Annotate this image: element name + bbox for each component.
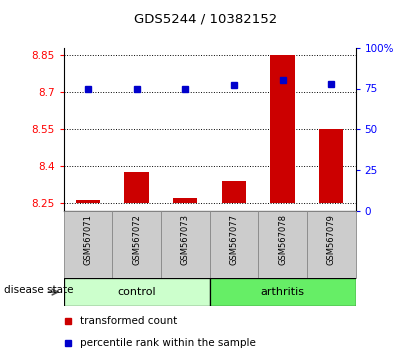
Bar [258,211,307,278]
Bar [319,129,343,203]
Text: arthritis: arthritis [261,287,305,297]
Text: percentile rank within the sample: percentile rank within the sample [80,338,256,348]
Text: disease state: disease state [4,285,74,295]
Bar [125,172,149,203]
Bar [173,198,197,203]
Bar [222,181,246,203]
Bar [161,211,210,278]
Text: GSM567073: GSM567073 [181,214,190,265]
Bar [307,211,356,278]
Bar [112,211,161,278]
Bar [64,278,210,306]
Text: GDS5244 / 10382152: GDS5244 / 10382152 [134,13,277,26]
Text: GSM567072: GSM567072 [132,214,141,265]
Text: GSM567071: GSM567071 [83,214,92,265]
Bar [76,200,100,203]
Bar [64,211,112,278]
Text: GSM567078: GSM567078 [278,214,287,265]
Text: GSM567077: GSM567077 [229,214,238,265]
Bar [210,278,356,306]
Text: GSM567079: GSM567079 [327,214,336,265]
Bar [270,55,295,203]
Text: control: control [118,287,156,297]
Text: transformed count: transformed count [80,316,177,326]
Bar [210,211,258,278]
